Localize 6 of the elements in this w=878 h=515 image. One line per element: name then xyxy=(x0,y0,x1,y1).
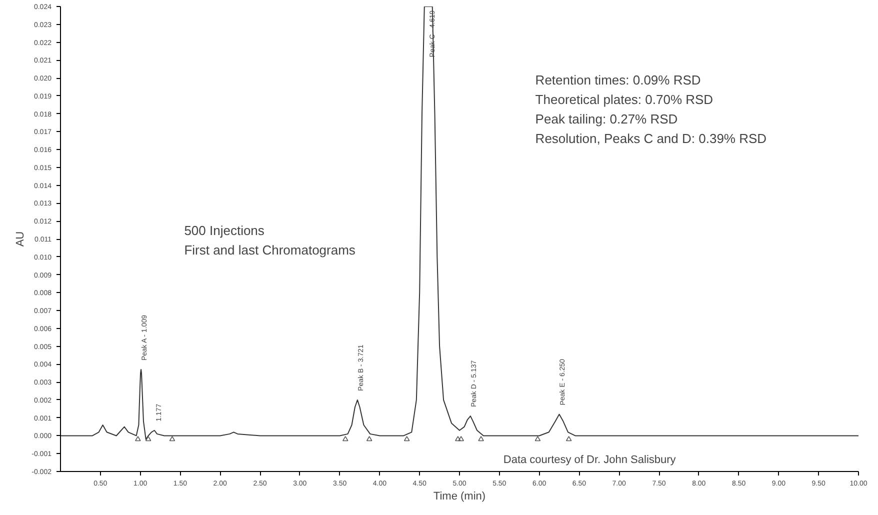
annotation: Retention times: 0.09% RSD Theoretical plates: 0.70% RSD Peak tailing: 0.27% RSD Resolution, Peaks C and D: 0.39% RSD xyxy=(535,72,767,146)
annotation: Data courtesy of Dr. John Salisbury xyxy=(503,454,676,466)
line-series xyxy=(60,6,858,440)
y-axis-title: AU xyxy=(14,231,27,247)
x-axis-title: Time (min) xyxy=(433,490,486,502)
annotation: 500 Injections First and last Chromatograms xyxy=(184,223,356,258)
